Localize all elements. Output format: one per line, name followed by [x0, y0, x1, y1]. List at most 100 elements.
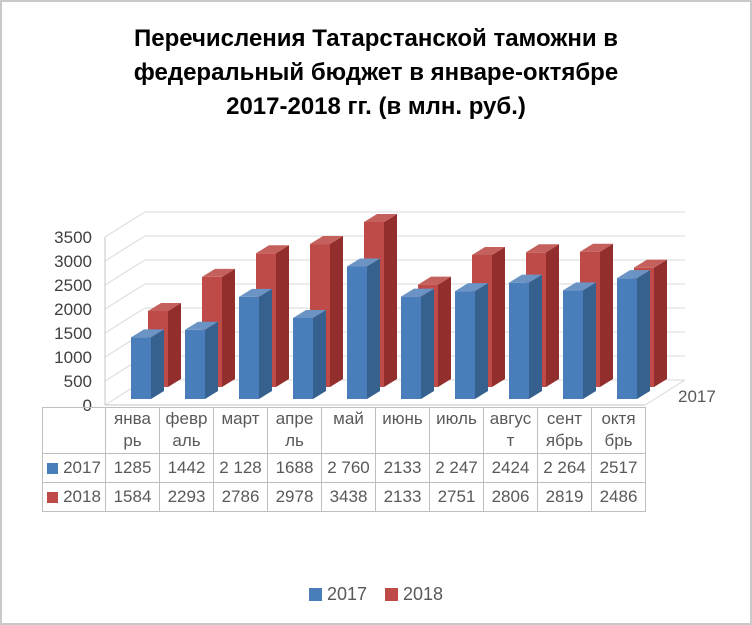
bar-top-face	[509, 274, 542, 283]
bar-top-face	[202, 268, 235, 277]
y-axis-tick-label: 3500	[54, 228, 92, 247]
series-key-cell: 2018	[42, 482, 106, 512]
bar-top-face	[418, 276, 451, 285]
month-header-cell: сент ябрь	[537, 407, 592, 454]
bar-side-face	[276, 245, 289, 387]
bar-2017-апрель	[293, 309, 326, 399]
series-year-label: 2017	[63, 458, 101, 477]
chart-title: Перечисления Татарстанской таможни в фед…	[42, 22, 710, 124]
bar-top-face	[185, 321, 218, 330]
bar-2017-март	[239, 288, 272, 399]
bar-front-face	[293, 317, 313, 399]
value-cell: 2133	[375, 482, 430, 512]
bar-front-face	[401, 296, 421, 399]
bar-side-face	[637, 270, 650, 399]
bar-side-face	[384, 213, 397, 387]
month-header-cell: апре ль	[267, 407, 322, 454]
table-row-2018: 2018 1584 2293 2786 2978 3438 2133 2751 2806 2819…	[42, 482, 646, 512]
bar-front-face	[563, 290, 583, 399]
bar-front-face	[239, 296, 259, 399]
bar-top-face	[580, 243, 613, 252]
bar-side-face	[438, 276, 451, 387]
legend-item-2017: 2017	[308, 584, 367, 605]
value-cell: 2806	[483, 482, 538, 512]
bar-front-face	[509, 282, 529, 399]
legend-item-label: 2017	[326, 584, 367, 604]
value-cell: 2751	[429, 482, 484, 512]
value-cell: 2486	[591, 482, 646, 512]
legend-item-label: 2018	[403, 584, 444, 604]
month-header-cell: авгус т	[483, 407, 538, 454]
series-year-label: 2018	[63, 487, 101, 506]
bar-side-face	[421, 288, 434, 399]
bar-side-face	[205, 321, 218, 399]
month-header-cell: июнь	[375, 407, 430, 454]
value-cell: 2 264	[537, 453, 592, 483]
bar-2017-январь	[131, 329, 164, 399]
bar-2017-февраль	[185, 321, 218, 399]
bar-top-face	[472, 246, 505, 255]
bar-top-face	[526, 244, 559, 253]
value-cell: 2424	[483, 453, 538, 483]
series-marker-icon	[47, 462, 59, 474]
month-header-cell: июль	[429, 407, 484, 454]
bar-top-face	[364, 213, 397, 222]
bar-side-face	[529, 274, 542, 399]
data-table: янва рь февр аль март апре ль май июнь июль авг…	[42, 407, 646, 512]
gridline	[104, 235, 685, 262]
legend-marker-icon	[308, 588, 322, 601]
bar-front-face	[455, 291, 475, 399]
bar-top-face	[293, 309, 326, 318]
y-axis-tick-label: 3000	[54, 252, 92, 271]
bar-top-face	[617, 270, 650, 279]
bar-front-face	[617, 278, 637, 399]
value-cell: 1584	[105, 482, 160, 512]
value-cell: 2 760	[321, 453, 376, 483]
bar-front-face	[185, 329, 205, 399]
bar-side-face	[330, 236, 343, 387]
bar-top-face	[401, 288, 434, 297]
legend-item-2018: 2018	[385, 584, 443, 605]
gridline	[104, 211, 685, 238]
y-axis-tick-label: 0	[83, 396, 92, 415]
bar-top-face	[347, 258, 380, 267]
value-cell: 2293	[159, 482, 214, 512]
value-cell: 2819	[537, 482, 592, 512]
value-cell: 1442	[159, 453, 214, 483]
bar-side-face	[151, 329, 164, 399]
month-header-cell: март	[213, 407, 268, 454]
bar-top-face	[148, 302, 181, 311]
y-axis-tick-label: 500	[64, 372, 92, 391]
value-cell: 1688	[267, 453, 322, 483]
bar-front-face	[131, 337, 151, 399]
bar-top-face	[634, 259, 667, 268]
value-cell: 1285	[105, 453, 160, 483]
bar-side-face	[259, 288, 272, 399]
legend: 2017 2018	[2, 584, 750, 605]
bar-front-face	[347, 266, 367, 399]
month-header-cell: февр аль	[159, 407, 214, 454]
month-header-cell: май	[321, 407, 376, 454]
chart-title-line1: Перечисления Татарстанской таможни в	[133, 25, 619, 52]
bar-top-face	[455, 283, 488, 292]
chart-data-table: янва рь февр аль март апре ль май июнь июль авг…	[42, 407, 646, 512]
bar-side-face	[492, 246, 505, 387]
bar-2017-октябрь	[617, 270, 650, 399]
bar-side-face	[222, 268, 235, 387]
y-axis-tick-label: 1000	[54, 348, 92, 367]
bar-side-face	[583, 282, 596, 399]
chart-title-line3: 2017-2018 гг. (в млн. руб.)	[226, 93, 526, 120]
bar-top-face	[131, 329, 164, 338]
value-cell: 3438	[321, 482, 376, 512]
chart-title-line2: федеральный бюджет в январе-октябре	[133, 59, 619, 86]
y-axis-tick-label: 1500	[54, 324, 92, 343]
bar-2017-июнь	[401, 288, 434, 399]
floor-right-edge	[644, 379, 686, 406]
bar-side-face	[600, 243, 613, 387]
bar-top-face	[239, 288, 272, 297]
y-axis-tick-label: 2500	[54, 276, 92, 295]
y-axis-tick-label: 2000	[54, 300, 92, 319]
bar-side-face	[313, 309, 326, 399]
